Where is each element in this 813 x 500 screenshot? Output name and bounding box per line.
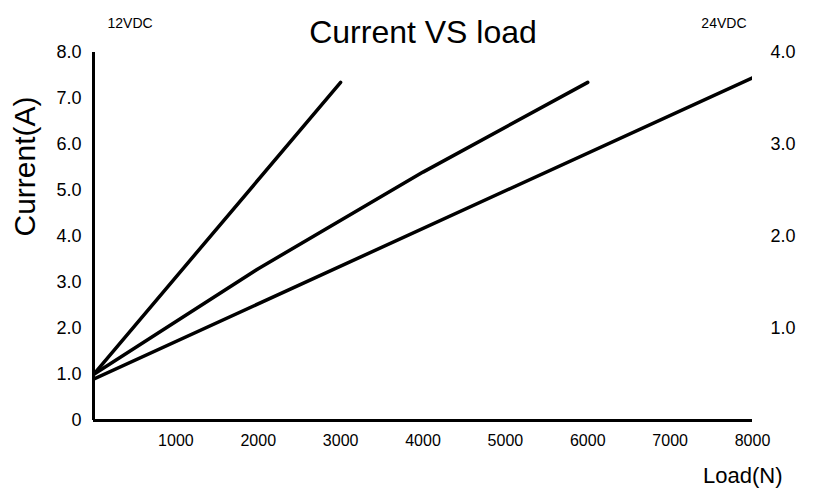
svg-text:1.0: 1.0 [771, 318, 796, 338]
svg-text:4000: 4000 [405, 432, 441, 449]
svg-text:5000: 5000 [488, 432, 524, 449]
svg-text:24VDC: 24VDC [701, 15, 746, 31]
svg-text:8000: 8000 [735, 432, 771, 449]
svg-text:6.0: 6.0 [56, 134, 81, 154]
svg-text:3.0: 3.0 [771, 134, 796, 154]
svg-text:Current(A): Current(A) [8, 96, 41, 236]
svg-text:7000: 7000 [652, 432, 688, 449]
svg-text:12VDC: 12VDC [108, 15, 153, 31]
svg-text:2000: 2000 [240, 432, 276, 449]
svg-text:6000: 6000 [570, 432, 606, 449]
svg-text:4.0: 4.0 [771, 42, 796, 62]
svg-text:5.0: 5.0 [56, 180, 81, 200]
svg-text:Load(N): Load(N) [703, 463, 782, 488]
svg-text:7.0: 7.0 [56, 88, 81, 108]
svg-text:2.0: 2.0 [771, 226, 796, 246]
svg-text:1000: 1000 [158, 432, 194, 449]
svg-text:1.0: 1.0 [56, 364, 81, 384]
svg-text:0: 0 [71, 410, 81, 430]
svg-text:Current VS load: Current VS load [309, 14, 537, 50]
svg-text:4.0: 4.0 [56, 226, 81, 246]
svg-text:3.0: 3.0 [56, 272, 81, 292]
svg-text:2.0: 2.0 [56, 318, 81, 338]
svg-text:8.0: 8.0 [56, 42, 81, 62]
svg-text:3000: 3000 [323, 432, 359, 449]
